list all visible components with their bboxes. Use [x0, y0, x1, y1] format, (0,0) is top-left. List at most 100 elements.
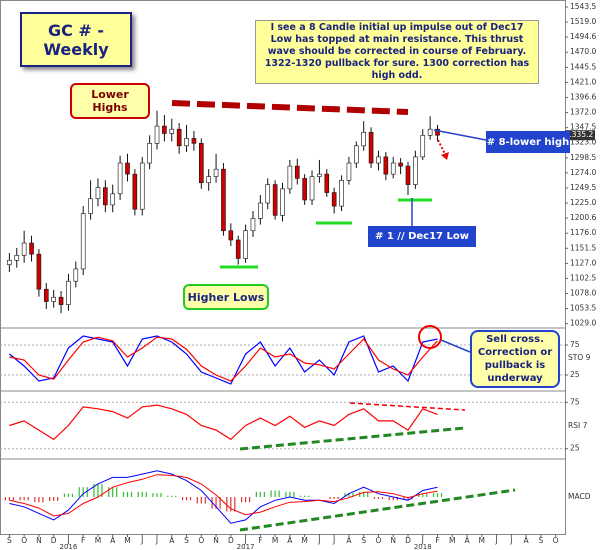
chart-title: GC # - Weekly — [20, 12, 132, 67]
y-tick-label: 1151.5 — [570, 243, 596, 252]
year-label: 2017 — [237, 543, 255, 550]
candle-body — [346, 162, 352, 181]
macd-support — [239, 488, 516, 532]
histogram-bar — [181, 497, 184, 501]
histogram-bar — [34, 497, 36, 503]
candle-body — [103, 187, 108, 206]
x-tick-label: D — [51, 536, 57, 545]
y-tick-label: 1519.0 — [570, 17, 596, 26]
histogram-bar — [122, 491, 125, 497]
histogram-bar — [42, 497, 44, 503]
annotation: Sell cross. Correction or pullback is un… — [470, 330, 560, 388]
histogram-bar — [344, 493, 346, 497]
x-tick-label: J — [140, 536, 143, 545]
candle-body — [280, 188, 285, 216]
x-tick-label: M — [449, 536, 455, 545]
candle-body — [147, 143, 152, 164]
candle-body — [213, 168, 219, 177]
candle-body — [7, 259, 12, 265]
x-tick-label: N — [213, 536, 219, 545]
histogram-bar — [403, 497, 405, 500]
x-tick-label: S — [361, 536, 366, 545]
candle-body — [58, 296, 64, 305]
panel-label: MACD — [568, 492, 591, 501]
histogram-bar — [259, 491, 261, 497]
candle-body — [88, 198, 93, 214]
histogram-bar — [63, 493, 66, 497]
histogram-bar — [167, 495, 169, 497]
y-tick-label: 1102.5 — [570, 273, 596, 282]
histogram-bar — [112, 487, 114, 497]
note: I see a 8 Candle initial up impulse out … — [255, 20, 539, 84]
x-tick-label: O — [553, 536, 559, 545]
candle-body — [169, 128, 175, 134]
x-tick-label: A — [346, 536, 352, 545]
last-price-box — [565, 130, 595, 141]
arrow-head — [441, 152, 449, 160]
y-tick-label: 1445.5 — [570, 62, 596, 71]
x-tick-label: O — [376, 536, 382, 545]
y-tick-label: 1053.5 — [570, 304, 596, 313]
y-tick-label: 1494.6 — [570, 32, 596, 41]
y-tick-label: 1225.0 — [570, 198, 596, 207]
y-tick-label: 1543.5 — [570, 2, 596, 11]
y-tick-label: 1200.6 — [570, 213, 596, 222]
x-tick-label: J — [243, 536, 246, 545]
histogram-bar — [432, 493, 435, 497]
rsi-support — [239, 426, 466, 451]
last-price-label: 1335.2 — [567, 130, 593, 139]
candle-body — [398, 162, 403, 167]
histogram-bar — [436, 493, 439, 497]
candle-body — [132, 173, 138, 210]
histogram-bar — [348, 493, 350, 497]
histogram-bar — [373, 497, 376, 499]
histogram-bar — [93, 483, 95, 497]
histogram-bar — [274, 490, 276, 497]
series-line — [9, 404, 438, 441]
candle-body — [250, 218, 256, 232]
histogram-bar — [392, 497, 394, 501]
candle-body — [176, 128, 182, 147]
x-tick-label: F — [258, 536, 262, 545]
histogram-bar — [255, 491, 257, 497]
histogram-bar — [300, 495, 302, 497]
histogram-bar — [230, 497, 232, 512]
candle-body — [361, 131, 366, 147]
candle-body — [317, 173, 322, 177]
candle-body — [51, 296, 56, 302]
connector — [433, 129, 487, 141]
y-tick-label: 1029.0 — [570, 319, 596, 328]
histogram-bar — [308, 495, 310, 497]
histogram-bar — [219, 497, 221, 509]
histogram-bar — [329, 497, 331, 499]
histogram-bar — [156, 493, 158, 497]
candle-body — [117, 162, 123, 195]
histogram-bar — [175, 495, 177, 497]
y-tick-label: 1421.0 — [570, 77, 596, 86]
candle-body — [29, 242, 34, 255]
candle-body — [294, 165, 300, 179]
histogram-bar — [200, 497, 202, 504]
histogram-bar — [304, 495, 306, 497]
x-tick-label: A — [287, 536, 293, 545]
histogram-bar — [263, 491, 265, 497]
x-tick-label: N — [390, 536, 396, 545]
histogram-bar — [12, 497, 14, 501]
histogram-bar — [234, 497, 236, 512]
y-tick-label: 75 — [570, 340, 580, 349]
candle-body — [405, 165, 411, 185]
histogram-bar — [278, 490, 280, 497]
series-line — [9, 470, 438, 524]
histogram-bar — [116, 487, 118, 497]
candle-body — [435, 128, 440, 136]
histogram-bar — [71, 493, 74, 497]
histogram-bar — [19, 497, 21, 501]
histogram-bar — [240, 497, 243, 503]
candle-body — [272, 184, 278, 216]
candle-body — [184, 138, 189, 147]
histogram-bar — [270, 490, 272, 497]
candle-body — [309, 176, 315, 201]
candle-body — [80, 213, 86, 270]
